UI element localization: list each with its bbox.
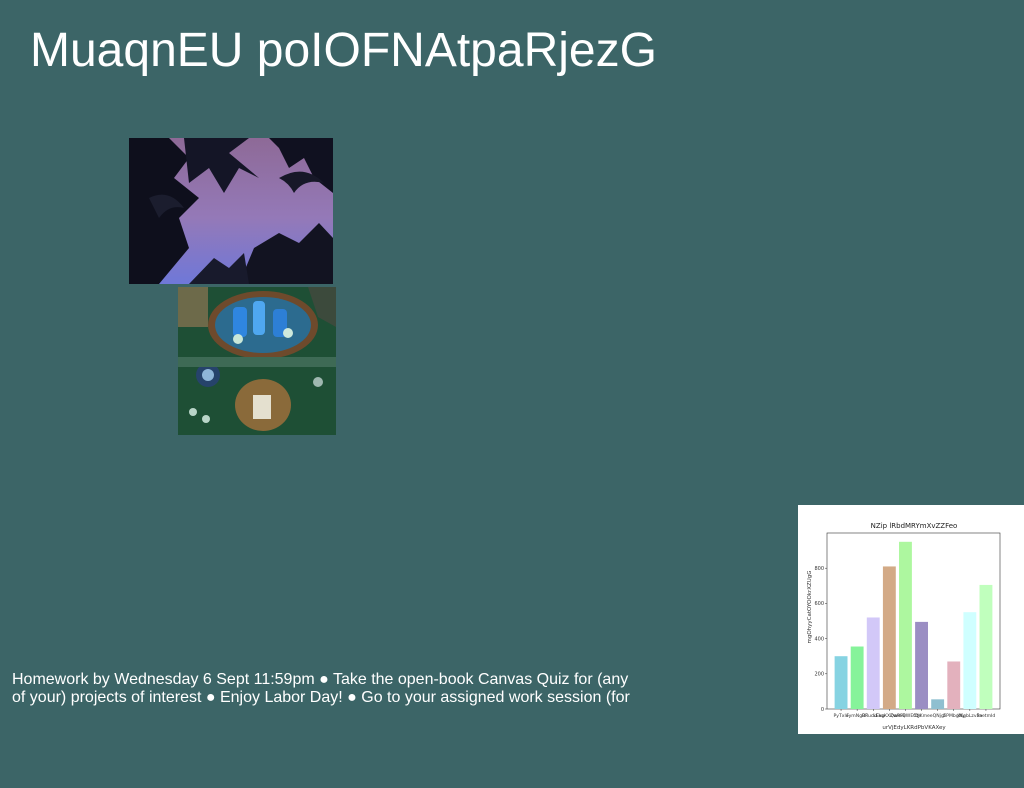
chart-y-tick-label: 600	[814, 601, 824, 607]
chart-x-tick-label: kKgbLzv5e	[957, 713, 982, 719]
chart-x-tick-label: CtJKme	[913, 713, 930, 719]
bar-chart: NZip lRbdMRYmXvZZFeo mgOhyyCatOYOOkrXZUg…	[798, 505, 1024, 734]
chart-bar	[947, 661, 961, 709]
chart-bar	[979, 584, 993, 709]
chart-bar	[963, 612, 977, 709]
chart-plot-frame	[826, 532, 1001, 710]
table-spread-photo	[178, 287, 336, 435]
chart-bar	[899, 541, 912, 709]
slide-title: MuaqnEU poIOFNAtpaRjezG	[30, 24, 657, 77]
chart-x-tick-label: PyTxlo	[833, 713, 848, 719]
chart-bar	[931, 699, 945, 709]
chart-x-tick-label: LEkqKXQwmQ	[873, 713, 906, 719]
chart-x-tick-label: ZwRFBWEfQs	[890, 713, 921, 719]
chart-y-tick-label: 400	[814, 636, 824, 642]
palm-trees-dusk-photo	[129, 138, 333, 284]
chart-bar	[834, 656, 848, 709]
chart-x-tick-label: GPMbgNy	[943, 713, 966, 719]
chart-x-tick-label: BRuckExp	[862, 713, 885, 719]
chart-x-tick-label: PaetmId	[977, 713, 996, 719]
chart-bar	[882, 566, 896, 709]
chart-y-axis-label: mgOhyyCatOYOOkrXZUgG	[807, 570, 813, 643]
chart-title: NZip lRbdMRYmXvZZFeo	[871, 522, 958, 530]
chart-bar	[866, 617, 880, 709]
chart-y-tick-label: 200	[814, 672, 824, 678]
chart-x-tick-label: eQNjgf	[930, 713, 946, 719]
chart-y-tick-label: 800	[814, 566, 824, 572]
slide-body-text: Homework by Wednesday 6 Sept 11:59pm ● T…	[12, 671, 630, 706]
chart-y-tick-label: 0	[821, 707, 824, 713]
chart-x-axis-label: urVjEdyLKRdPbVKAXey	[882, 725, 946, 731]
chart-bar	[850, 646, 864, 709]
chart-x-tick-label: FymNgBF	[846, 713, 868, 719]
chart-bar	[915, 621, 928, 709]
